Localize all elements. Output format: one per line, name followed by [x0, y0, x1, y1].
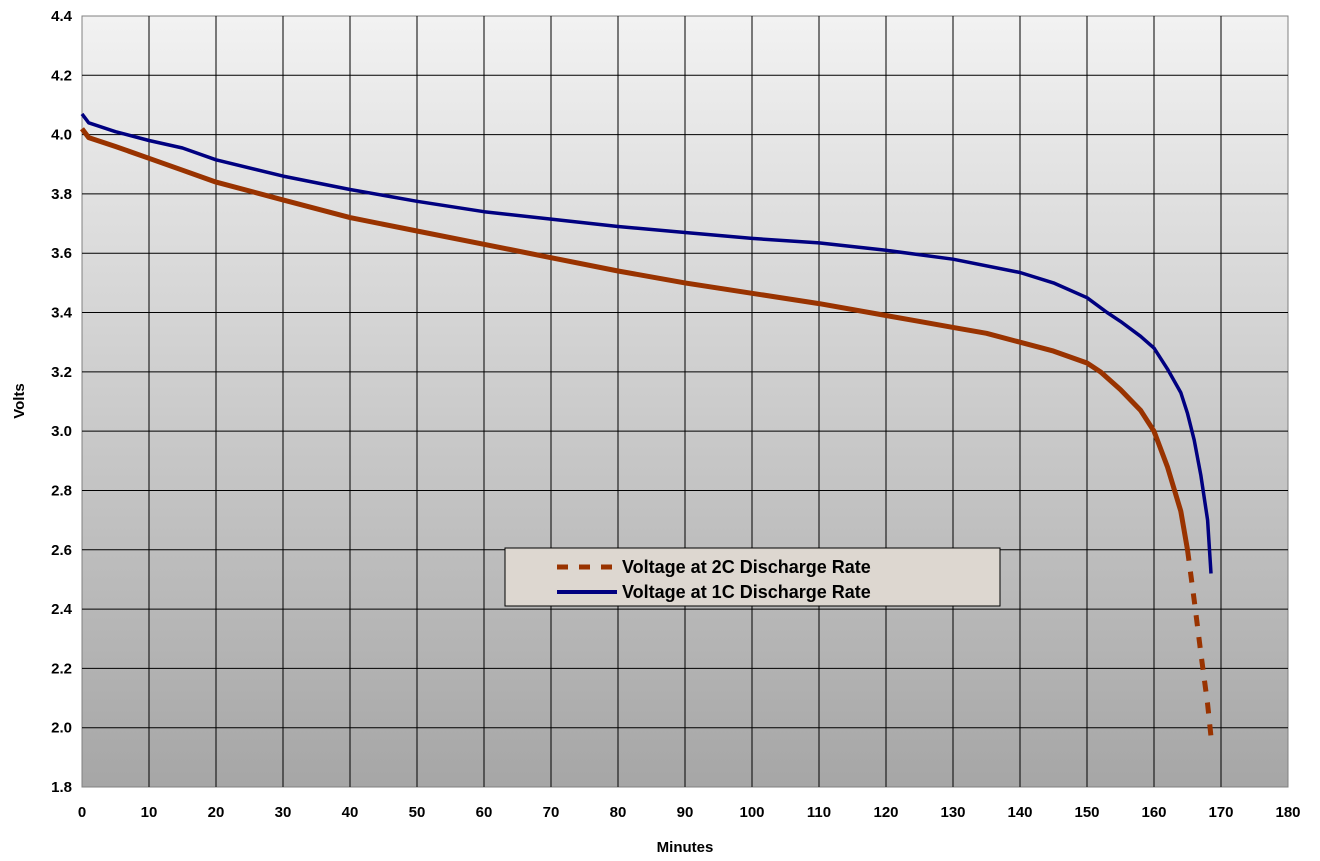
x-tick-label: 10 — [141, 804, 158, 821]
x-tick-label: 70 — [543, 804, 560, 821]
x-tick-label: 130 — [940, 804, 965, 821]
legend-label-1c: Voltage at 1C Discharge Rate — [622, 582, 871, 602]
legend-box — [504, 547, 1001, 607]
y-axis-title: Volts — [11, 383, 28, 419]
x-tick-label: 150 — [1074, 804, 1099, 821]
y-tick-label: 3.0 — [51, 423, 72, 440]
y-tick-label: 1.8 — [51, 779, 72, 796]
legend-label-2c: Voltage at 2C Discharge Rate — [622, 557, 871, 577]
y-tick-label: 4.2 — [51, 67, 72, 84]
x-tick-label: 0 — [78, 804, 86, 821]
x-tick-label: 160 — [1141, 804, 1166, 821]
y-tick-label: 3.8 — [51, 186, 72, 203]
legend: Voltage at 2C Discharge Rate Voltage at … — [504, 547, 1001, 607]
tick-labels: 0 10 20 30 40 50 60 70 80 90 100 110 120 130 140 150 160… — [51, 8, 1300, 821]
x-tick-label: 80 — [610, 804, 627, 821]
y-tick-label: 3.6 — [51, 245, 72, 262]
x-tick-label: 50 — [409, 804, 426, 821]
grid-lines — [82, 16, 1288, 787]
y-tick-label: 2.6 — [51, 542, 72, 559]
y-tick-label: 3.4 — [51, 305, 73, 322]
y-tick-label: 2.0 — [51, 720, 72, 737]
x-tick-label: 90 — [677, 804, 694, 821]
x-tick-label: 40 — [342, 804, 359, 821]
x-tick-label: 170 — [1208, 804, 1233, 821]
y-tick-label: 3.2 — [51, 364, 72, 381]
series-line-2c — [80, 127, 1190, 551]
x-tick-label: 110 — [807, 804, 831, 821]
y-tick-label: 2.8 — [51, 482, 72, 499]
x-tick-label: 30 — [275, 804, 292, 821]
x-axis-title: Minutes — [657, 839, 714, 856]
x-tick-label: 120 — [873, 804, 898, 821]
y-tick-label: 2.4 — [51, 601, 73, 618]
y-tick-label: 4.0 — [51, 127, 72, 144]
x-tick-label: 180 — [1275, 804, 1300, 821]
y-tick-label: 2.2 — [51, 660, 72, 677]
y-tick-label: 4.4 — [51, 8, 73, 25]
x-tick-label: 60 — [476, 804, 493, 821]
x-tick-label: 20 — [208, 804, 225, 821]
x-tick-label: 140 — [1007, 804, 1032, 821]
series-line-1c — [80, 112, 1213, 574]
x-tick-label: 100 — [739, 804, 764, 821]
series-lines — [80, 112, 1214, 737]
